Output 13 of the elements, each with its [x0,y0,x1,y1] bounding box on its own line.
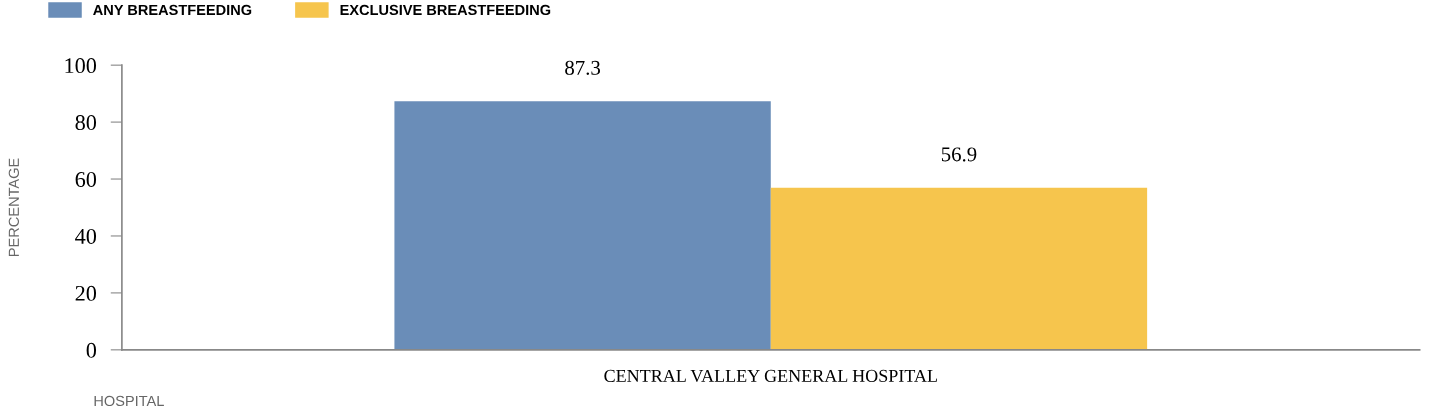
x-axis-title: HOSPITAL [94,395,164,407]
data-label: 87.3 [565,60,601,75]
y-tick-label: 20 [75,285,97,301]
legend-label: ANY BREASTFEEDING [93,4,252,16]
y-tick-label: 60 [75,171,97,187]
y-tick-label: 100 [65,58,97,74]
y-tick-label: 40 [75,228,97,244]
y-axis-title: PERCENTAGE [8,158,20,257]
legend-label: EXCLUSIVE BREASTFEEDING [340,4,551,16]
y-tick-label: 80 [75,115,97,131]
y-tick-label: 0 [86,342,97,358]
x-tick-label: CENTRAL VALLEY GENERAL HOSPITAL [604,369,937,383]
data-label: 56.9 [941,147,977,162]
